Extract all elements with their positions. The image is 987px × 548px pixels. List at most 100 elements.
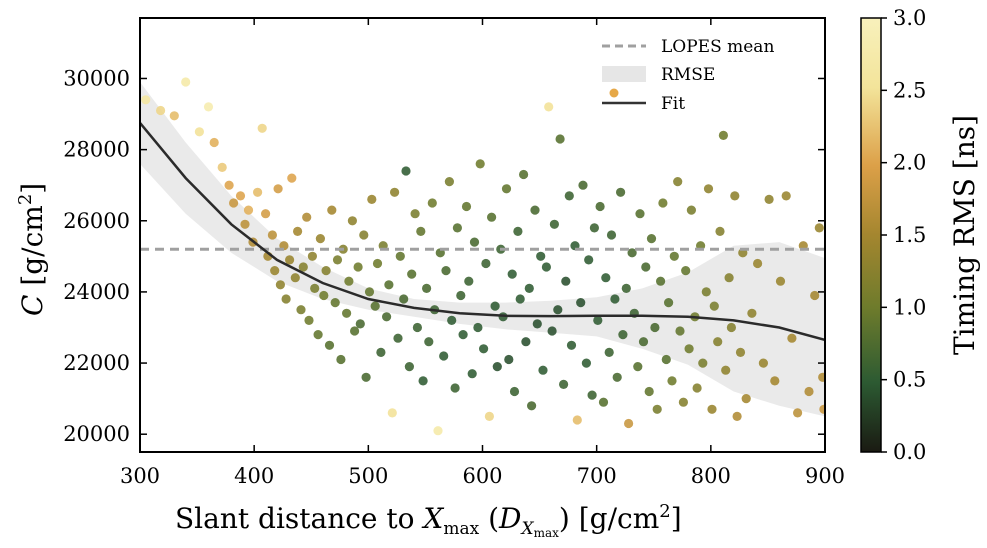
scatter-point <box>658 198 668 208</box>
scatter-point <box>422 283 432 293</box>
scatter-point <box>321 266 331 276</box>
scatter-point <box>240 219 250 229</box>
scatter-point <box>441 266 451 276</box>
scatter-point <box>644 386 654 397</box>
scatter-point <box>633 362 643 372</box>
scatter-point <box>427 198 437 208</box>
legend-label-rmse: RMSE <box>661 65 715 85</box>
colorbar: 0.0 0.5 1.0 1.5 2.0 2.5 3.0 Timing RMS [ns] <box>860 6 981 464</box>
scatter-point <box>169 111 179 121</box>
scatter-point <box>598 397 609 407</box>
scatter-point <box>484 411 494 421</box>
scatter-point <box>181 77 191 87</box>
scatter-point <box>624 418 634 429</box>
scatter-point <box>384 280 394 290</box>
scatter-point <box>447 315 457 325</box>
scatter-point <box>616 187 626 197</box>
x-tick-label: 500 <box>348 464 388 488</box>
scatter-point <box>578 180 588 190</box>
scatter-point <box>342 308 352 318</box>
scatter-point <box>456 290 466 301</box>
scatter-point <box>515 294 525 304</box>
scatter-point <box>627 248 637 258</box>
colorbar-tick-label: 2.5 <box>893 78 926 102</box>
scatter-point <box>547 326 557 336</box>
scatter-point <box>621 283 631 293</box>
scatter-point <box>819 404 825 414</box>
scatter-point <box>604 347 614 357</box>
scatter-point <box>606 230 617 240</box>
scatter-point <box>307 251 317 261</box>
scatter-point <box>452 223 462 233</box>
scatter-point <box>593 315 603 325</box>
scatter-point <box>243 205 254 215</box>
scatter-point <box>810 290 820 301</box>
scatter-point <box>770 376 780 386</box>
scatter-point <box>566 340 577 350</box>
scatter-point <box>433 426 443 436</box>
scatter-point <box>347 216 357 226</box>
scatter-point <box>527 401 537 411</box>
scatter-point <box>707 404 717 414</box>
scatter-point <box>724 273 734 283</box>
scatter-point <box>203 102 214 112</box>
scatter-point <box>610 294 620 304</box>
scatter-point <box>530 205 540 215</box>
scatter-point <box>513 226 523 236</box>
scatter-point <box>564 191 574 201</box>
legend-swatch-rmse <box>602 66 646 82</box>
scatter-point <box>376 347 386 357</box>
colorbar-label: Timing RMS [ns] <box>948 115 981 355</box>
scatter-point <box>302 212 312 222</box>
scatter-point <box>475 159 485 169</box>
scatter-point <box>741 394 751 404</box>
scatter-point <box>650 322 660 333</box>
scatter-point <box>273 184 283 194</box>
scatter-point <box>726 322 737 333</box>
scatter-point <box>285 255 295 265</box>
scatter-point <box>576 298 586 308</box>
colorbar-tick-label: 3.0 <box>893 6 926 30</box>
scatter-point <box>758 358 769 368</box>
scatter-point <box>618 330 628 340</box>
scatter-point <box>296 305 306 315</box>
scatter-point <box>635 209 645 219</box>
scatter-point <box>721 365 731 375</box>
scatter-point <box>235 191 246 201</box>
scatter-point <box>501 184 512 194</box>
scatter-point <box>524 283 534 293</box>
scatter-point <box>450 383 460 393</box>
x-axis-label: Slant distance to Xmax (DXmax) [g/cm2] <box>175 501 682 540</box>
scatter-point <box>667 376 677 386</box>
scatter-point <box>253 187 263 197</box>
colorbar-tick-label: 0.0 <box>893 440 926 464</box>
scatter-point <box>467 369 477 379</box>
scatter-point <box>581 358 592 368</box>
scatter-point <box>504 354 514 365</box>
scatter-point <box>487 212 497 222</box>
x-tick-label: 600 <box>462 464 502 488</box>
scatter-point <box>492 362 502 372</box>
scatter-point <box>555 134 565 144</box>
scatter-point <box>509 386 520 397</box>
scatter-point <box>382 312 392 322</box>
scatter-point <box>217 162 227 172</box>
y-tick-label: 26000 <box>63 209 130 233</box>
y-tick-label: 20000 <box>63 422 130 446</box>
scatter-point <box>310 283 320 293</box>
fit-line <box>140 122 825 342</box>
x-tick-label: 400 <box>234 464 274 488</box>
legend-label-lopes-mean: LOPES mean <box>661 37 774 57</box>
scatter-point <box>673 177 683 187</box>
legend: LOPES mean RMSE Fit <box>602 37 774 114</box>
scatter-point <box>735 347 746 357</box>
scatter-point <box>490 301 500 311</box>
scatter-point <box>793 408 803 418</box>
colorbar-gradient <box>860 17 882 453</box>
scatter-point <box>439 351 449 361</box>
scatter-point <box>684 344 694 354</box>
scatter-point <box>561 276 571 286</box>
scatter-point <box>775 276 786 286</box>
scatter-point <box>686 205 697 215</box>
scatter-point <box>595 201 605 212</box>
